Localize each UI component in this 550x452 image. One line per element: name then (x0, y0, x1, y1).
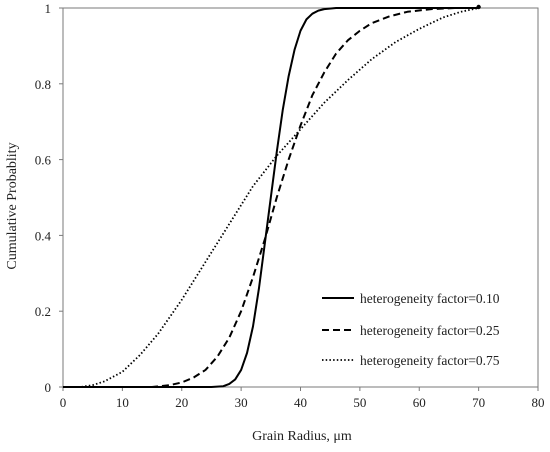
y-axis: 0 0.2 0.4 0.6 0.8 1 (35, 1, 63, 395)
x-axis: 0 10 20 30 40 50 60 70 80 (60, 387, 545, 410)
y-tick-label: 0.6 (35, 153, 52, 168)
x-tick-label: 20 (175, 395, 188, 410)
x-tick-label: 30 (235, 395, 248, 410)
x-tick-label: 40 (294, 395, 307, 410)
series-layer (63, 4, 481, 388)
y-tick-label: 0.8 (35, 77, 51, 92)
x-tick-label: 60 (413, 395, 426, 410)
legend: heterogeneity factor=0.10 heterogeneity f… (322, 291, 500, 368)
y-tick-label: 0.2 (35, 304, 51, 319)
series-line-1 (63, 7, 479, 388)
y-axis-title: Cumulative Probablity (5, 142, 20, 269)
legend-label-2: heterogeneity factor=0.25 (360, 323, 500, 338)
x-axis-title: Grain Radius, μm (252, 429, 352, 444)
x-tick-label: 50 (353, 395, 366, 410)
y-tick-label: 1 (45, 1, 52, 16)
y-tick-label: 0 (45, 380, 52, 395)
x-tick-label: 0 (60, 395, 67, 410)
series-end-marker (476, 4, 481, 10)
x-tick-label: 70 (472, 395, 485, 410)
series-line-2 (63, 7, 479, 388)
x-tick-label: 10 (116, 395, 129, 410)
series-line-3 (63, 7, 479, 388)
x-tick-label: 80 (532, 395, 545, 410)
legend-label-1: heterogeneity factor=0.10 (360, 291, 500, 306)
legend-label-3: heterogeneity factor=0.75 (360, 353, 500, 368)
y-tick-label: 0.4 (35, 228, 52, 243)
